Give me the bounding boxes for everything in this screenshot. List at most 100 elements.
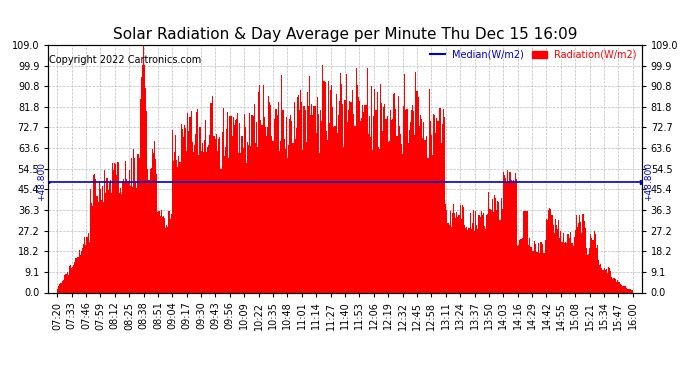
Bar: [61, 283, 62, 292]
Bar: [491, 210, 492, 292]
Bar: [432, 155, 433, 292]
Bar: [571, 243, 573, 292]
Bar: [236, 120, 237, 292]
Bar: [310, 115, 311, 292]
Bar: [441, 142, 442, 292]
Bar: [538, 243, 540, 292]
Bar: [487, 214, 489, 292]
Bar: [423, 122, 424, 292]
Bar: [288, 145, 289, 292]
Bar: [210, 103, 212, 292]
Bar: [360, 122, 361, 292]
Bar: [362, 105, 363, 292]
Bar: [63, 280, 64, 292]
Bar: [115, 164, 117, 292]
Bar: [435, 134, 436, 292]
Bar: [372, 150, 373, 292]
Bar: [425, 140, 426, 292]
Bar: [443, 109, 444, 292]
Bar: [260, 120, 262, 292]
Bar: [607, 273, 608, 292]
Bar: [384, 104, 386, 292]
Bar: [291, 120, 293, 292]
Bar: [176, 160, 177, 292]
Bar: [251, 115, 253, 292]
Bar: [383, 107, 384, 292]
Bar: [630, 289, 631, 292]
Bar: [186, 151, 187, 292]
Bar: [302, 150, 304, 292]
Bar: [82, 248, 83, 292]
Bar: [234, 125, 235, 292]
Bar: [175, 135, 176, 292]
Bar: [375, 110, 377, 292]
Bar: [619, 282, 620, 292]
Bar: [113, 170, 114, 292]
Bar: [114, 163, 115, 292]
Bar: [104, 170, 106, 292]
Bar: [555, 219, 556, 292]
Bar: [337, 133, 338, 292]
Bar: [534, 241, 535, 292]
Bar: [434, 115, 435, 292]
Bar: [72, 267, 73, 292]
Bar: [108, 182, 110, 292]
Bar: [353, 114, 355, 292]
Bar: [465, 228, 466, 292]
Bar: [265, 127, 266, 292]
Bar: [461, 219, 462, 292]
Bar: [238, 153, 239, 292]
Bar: [97, 202, 99, 292]
Bar: [308, 106, 309, 292]
Bar: [333, 128, 335, 292]
Bar: [428, 88, 430, 292]
Bar: [213, 136, 214, 292]
Bar: [617, 280, 618, 292]
Bar: [192, 142, 193, 292]
Bar: [197, 110, 198, 292]
Bar: [615, 282, 617, 292]
Bar: [460, 205, 461, 292]
Bar: [307, 92, 308, 292]
Bar: [247, 142, 248, 292]
Bar: [57, 288, 58, 292]
Bar: [430, 121, 431, 292]
Bar: [399, 126, 400, 292]
Bar: [215, 139, 216, 292]
Bar: [611, 277, 612, 292]
Bar: [500, 198, 502, 292]
Bar: [165, 228, 166, 292]
Bar: [253, 116, 254, 292]
Bar: [111, 193, 112, 292]
Bar: [248, 145, 249, 292]
Bar: [121, 194, 122, 292]
Bar: [271, 136, 273, 292]
Bar: [599, 265, 600, 292]
Bar: [584, 228, 586, 292]
Bar: [494, 195, 495, 292]
Bar: [139, 99, 141, 292]
Bar: [575, 231, 576, 292]
Bar: [392, 119, 393, 292]
Bar: [485, 229, 486, 292]
Bar: [258, 92, 259, 292]
Bar: [444, 117, 445, 292]
Bar: [597, 244, 598, 292]
Bar: [322, 64, 324, 292]
Bar: [101, 200, 102, 292]
Bar: [148, 180, 150, 292]
Bar: [414, 135, 415, 292]
Bar: [380, 84, 381, 292]
Bar: [207, 147, 208, 292]
Bar: [439, 108, 440, 292]
Bar: [523, 211, 524, 292]
Bar: [489, 209, 491, 292]
Bar: [187, 113, 188, 292]
Bar: [546, 219, 547, 292]
Bar: [609, 268, 610, 292]
Bar: [117, 162, 119, 292]
Bar: [560, 231, 562, 292]
Bar: [361, 118, 362, 292]
Bar: [279, 151, 280, 292]
Bar: [590, 234, 591, 292]
